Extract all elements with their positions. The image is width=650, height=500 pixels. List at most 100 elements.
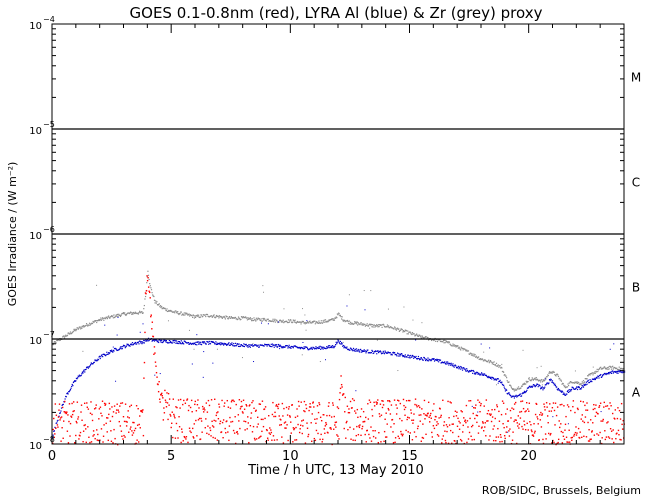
data-point [325,348,327,350]
data-point [338,340,340,342]
data-point [393,399,396,401]
data-point [321,347,323,349]
data-point [294,439,296,441]
data-point [575,434,578,436]
data-point [71,402,73,405]
data-point [322,320,324,322]
data-point [342,344,344,347]
data-point [316,405,319,407]
data-point [279,348,281,350]
data-point [317,432,319,435]
data-point [96,439,98,441]
data-point [76,378,78,380]
data-point [274,415,277,418]
data-point [530,386,532,388]
data-point [162,340,165,342]
data-point [376,402,378,404]
data-point [541,414,543,416]
data-point [111,406,113,408]
data-point [281,346,284,348]
data-point [460,366,462,368]
data-point [67,442,70,444]
data-point [153,340,156,342]
data-point [335,317,337,319]
data-point [412,355,414,357]
data-point [609,372,611,374]
data-point [514,419,516,421]
data-point [388,409,390,411]
data-point [166,308,168,310]
data-point [285,427,287,429]
data-point [581,387,583,389]
data-point [260,318,262,320]
data-point [534,430,536,433]
x-tick-label: 5 [167,449,175,464]
data-point [177,437,179,439]
data-point [130,311,132,313]
data-point [503,371,505,373]
data-point [73,380,75,383]
data-point [372,430,374,432]
data-point [284,421,287,423]
data-point [283,308,285,310]
data-point [266,437,269,439]
data-point [366,429,368,432]
data-point [70,415,72,417]
data-point [369,323,371,325]
data-point [455,365,457,367]
data-point [521,400,524,402]
data-point [189,315,191,317]
data-point [349,400,352,403]
data-point [159,306,161,308]
data-point [501,381,503,383]
data-point [340,383,343,386]
data-point [593,372,595,374]
data-point [347,411,350,414]
data-point [182,313,184,315]
data-point [363,350,365,353]
data-point [215,420,217,422]
data-point [423,399,426,402]
data-point [302,308,304,310]
data-point [201,405,204,408]
data-point [562,383,564,385]
data-point [70,416,73,418]
data-point [79,431,82,434]
data-point [541,381,543,383]
data-point [604,430,606,432]
data-point [320,322,322,324]
data-point [571,436,574,439]
y-tick-label: 10 [29,441,42,452]
data-point [491,363,493,365]
data-point [491,361,493,363]
data-point [520,400,522,403]
data-point [377,351,380,354]
data-point [216,348,218,350]
data-point [574,431,577,434]
data-point [195,419,197,422]
data-point [530,380,532,382]
data-point [256,318,259,320]
data-point [226,316,228,318]
data-point [596,368,598,370]
data-point [495,436,497,438]
data-point [404,356,406,358]
data-point [442,399,444,402]
data-point [186,312,188,314]
data-point [113,314,115,316]
data-point [561,442,564,444]
data-point [185,436,188,438]
data-point [124,345,126,347]
data-point [564,429,566,431]
data-point [199,343,201,345]
data-point [532,435,535,437]
data-point [82,325,85,327]
data-point [208,404,211,407]
data-point [413,357,415,359]
data-point [400,433,403,435]
data-point [296,415,299,417]
data-point [370,440,373,442]
data-point [52,442,54,444]
data-point [594,378,597,381]
data-point [367,403,369,405]
